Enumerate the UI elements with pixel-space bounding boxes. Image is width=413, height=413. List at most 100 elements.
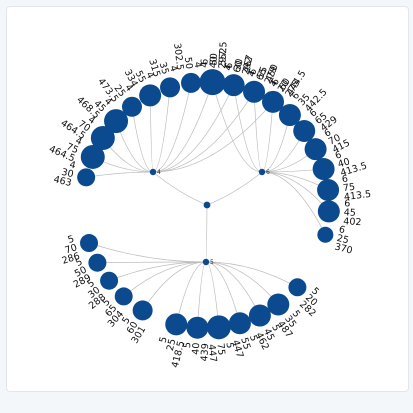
leaf-node [181,72,202,93]
edge-hub-to-leaf [152,82,192,173]
leaf-label-line: 4 [223,63,235,71]
leaf-label-line: 286 [61,251,82,267]
leaf-label-line: 4 [68,159,76,171]
group-hub-node [258,168,266,176]
leaf-label: 625370 [333,224,358,257]
leaf-label-line: 297.5 [217,41,229,69]
leaf-label-line: 4 [86,114,97,127]
leaf-label-line: 4 [143,70,156,80]
leaf-label: 650552 [199,46,229,66]
group-hub-label: 4 [157,169,161,176]
leaf-label-line: 70 [64,242,79,256]
edge-hub-to-leaf [261,171,326,235]
leaf-node [317,200,340,223]
leaf-label-line: 55 [238,336,252,351]
leaf-label-line: 6 [341,174,348,186]
leaf-label-line: 40 [208,56,220,69]
leaf-label-line: 6 [344,198,351,209]
leaf-label-line: 447 [230,339,246,359]
leaf-node [288,278,307,297]
leaf-node [312,158,335,181]
leaf-label-line: 35 [157,61,171,76]
leaf-label: 435315 [146,53,179,79]
leaf-label-line: 447 [206,344,219,363]
leaf-node [199,69,226,96]
edge-root-to-hub [152,171,208,206]
edge-root-to-hub [206,171,263,206]
leaf-node [114,287,133,306]
leaf-label: 675413.5 [341,171,372,203]
leaf-label-line: 5 [269,323,282,333]
leaf-node [186,316,209,339]
leaf-node [104,109,129,134]
leaf-label-line: 75 [342,182,355,194]
leaf-label-line: 463 [52,174,72,189]
leaf-label-line: 4 [122,82,134,93]
leaf-label-line: 45 [261,327,276,343]
leaf-label-line: 45 [343,207,356,219]
leaf-label-line: 60 [232,60,245,74]
edge-hub-to-leaf [152,101,274,173]
edge-hub-to-leaf [152,91,255,173]
edge-hub-to-leaf [152,85,234,173]
leaf-node [304,138,327,161]
edge-root-to-hub [205,204,208,263]
leaf-node [317,179,340,202]
leaf-label: 440297.5 [199,40,229,69]
leaf-label-line: 5 [182,342,193,349]
leaf-label: 525418.5 [152,336,187,369]
leaf-label: 665429 [308,100,340,134]
leaf-label-line: 4 [199,61,210,68]
leaf-node [80,234,99,253]
leaf-label-line: 6 [247,67,259,77]
leaf-label-line: 4 [167,64,179,73]
edge-hub-to-leaf [123,261,207,297]
leaf-node [100,271,119,290]
edge-hub-to-leaf [131,106,154,173]
edge-hub-to-leaf [88,242,207,263]
leaf-label-line: 370 [333,242,353,257]
leaf-label-line: 25 [165,338,179,352]
leaf-label-line: 6 [290,90,302,102]
leaf-label-line: 5 [290,308,302,319]
leaf-node [248,304,271,327]
leaf-label-line: 4 [102,96,114,108]
leaf-label-line: 4 [246,69,258,79]
edge-hub-to-leaf [212,82,263,173]
edge-hub-to-leaf [149,95,154,173]
leaf-label-line: 4 [74,135,84,147]
leaf-label-line: 5 [120,315,133,326]
leaf-node [293,119,316,142]
leaf-label: 555447 [230,334,263,359]
group-hub-label: 6 [266,169,270,176]
leaf-node [139,84,162,107]
leaf-label-line: 60 [125,320,141,336]
leaf-node [278,104,301,127]
group-hub-label: 5 [210,259,214,266]
leaf-label-line: 40 [337,156,352,170]
leaf-label-line: 5 [74,256,85,269]
leaf-label-line: 55 [133,69,148,85]
leaf-node [228,312,251,335]
leaf-label-line: 292 [240,56,255,76]
leaf-label: 460292 [223,52,255,76]
leaf-label-line: 6 [308,107,319,119]
edge-hub-to-leaf [86,171,154,178]
leaf-label-line: 40 [191,342,203,355]
leaf-label-line: 6 [323,127,333,140]
edge-hub-to-leaf [142,261,207,311]
edge-hub-to-leaf [205,261,298,288]
leaf-node [206,315,231,340]
leaf-label: 540439 [181,342,211,362]
leaf-node [160,77,181,98]
leaf-label-line: 50 [73,264,89,279]
edge-hub-to-leaf [253,91,263,173]
leaf-node [121,96,142,117]
leaf-label-line: 6 [334,149,343,161]
leaf-label-line: 315 [146,58,162,79]
leaf-label: 570286 [55,234,81,267]
leaf-label-line: 5 [158,336,170,345]
leaf-label-line: 6 [338,224,347,236]
edge-layer [86,82,330,328]
